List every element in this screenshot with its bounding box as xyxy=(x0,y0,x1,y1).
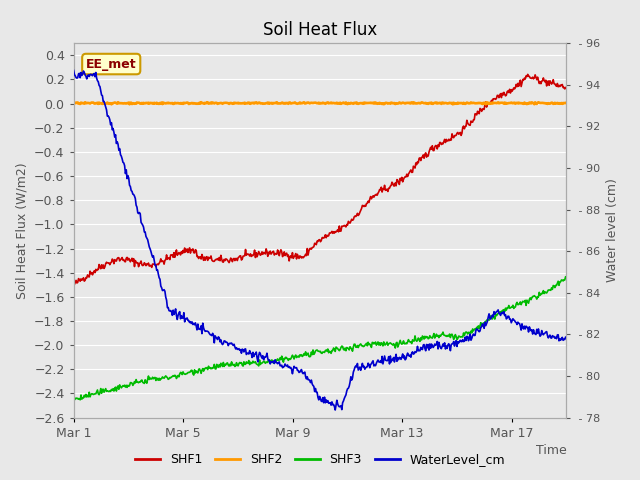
Text: EE_met: EE_met xyxy=(86,58,136,71)
Legend: SHF1, SHF2, SHF3, WaterLevel_cm: SHF1, SHF2, SHF3, WaterLevel_cm xyxy=(130,448,510,471)
Y-axis label: Water level (cm): Water level (cm) xyxy=(606,179,620,282)
Title: Soil Heat Flux: Soil Heat Flux xyxy=(263,21,377,39)
X-axis label: Time: Time xyxy=(536,444,566,457)
Y-axis label: Soil Heat Flux (W/m2): Soil Heat Flux (W/m2) xyxy=(15,162,29,299)
